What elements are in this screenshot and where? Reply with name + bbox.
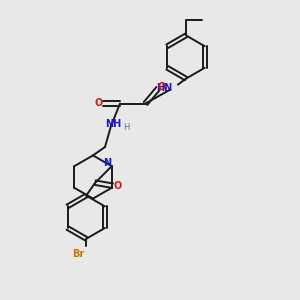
Text: NH: NH — [105, 118, 122, 129]
Text: O: O — [94, 98, 103, 109]
Text: O: O — [113, 181, 122, 191]
Text: N: N — [103, 158, 112, 168]
Text: O: O — [158, 82, 166, 92]
Text: H: H — [123, 123, 130, 132]
Text: HN: HN — [156, 83, 172, 93]
Text: Br: Br — [72, 249, 84, 260]
